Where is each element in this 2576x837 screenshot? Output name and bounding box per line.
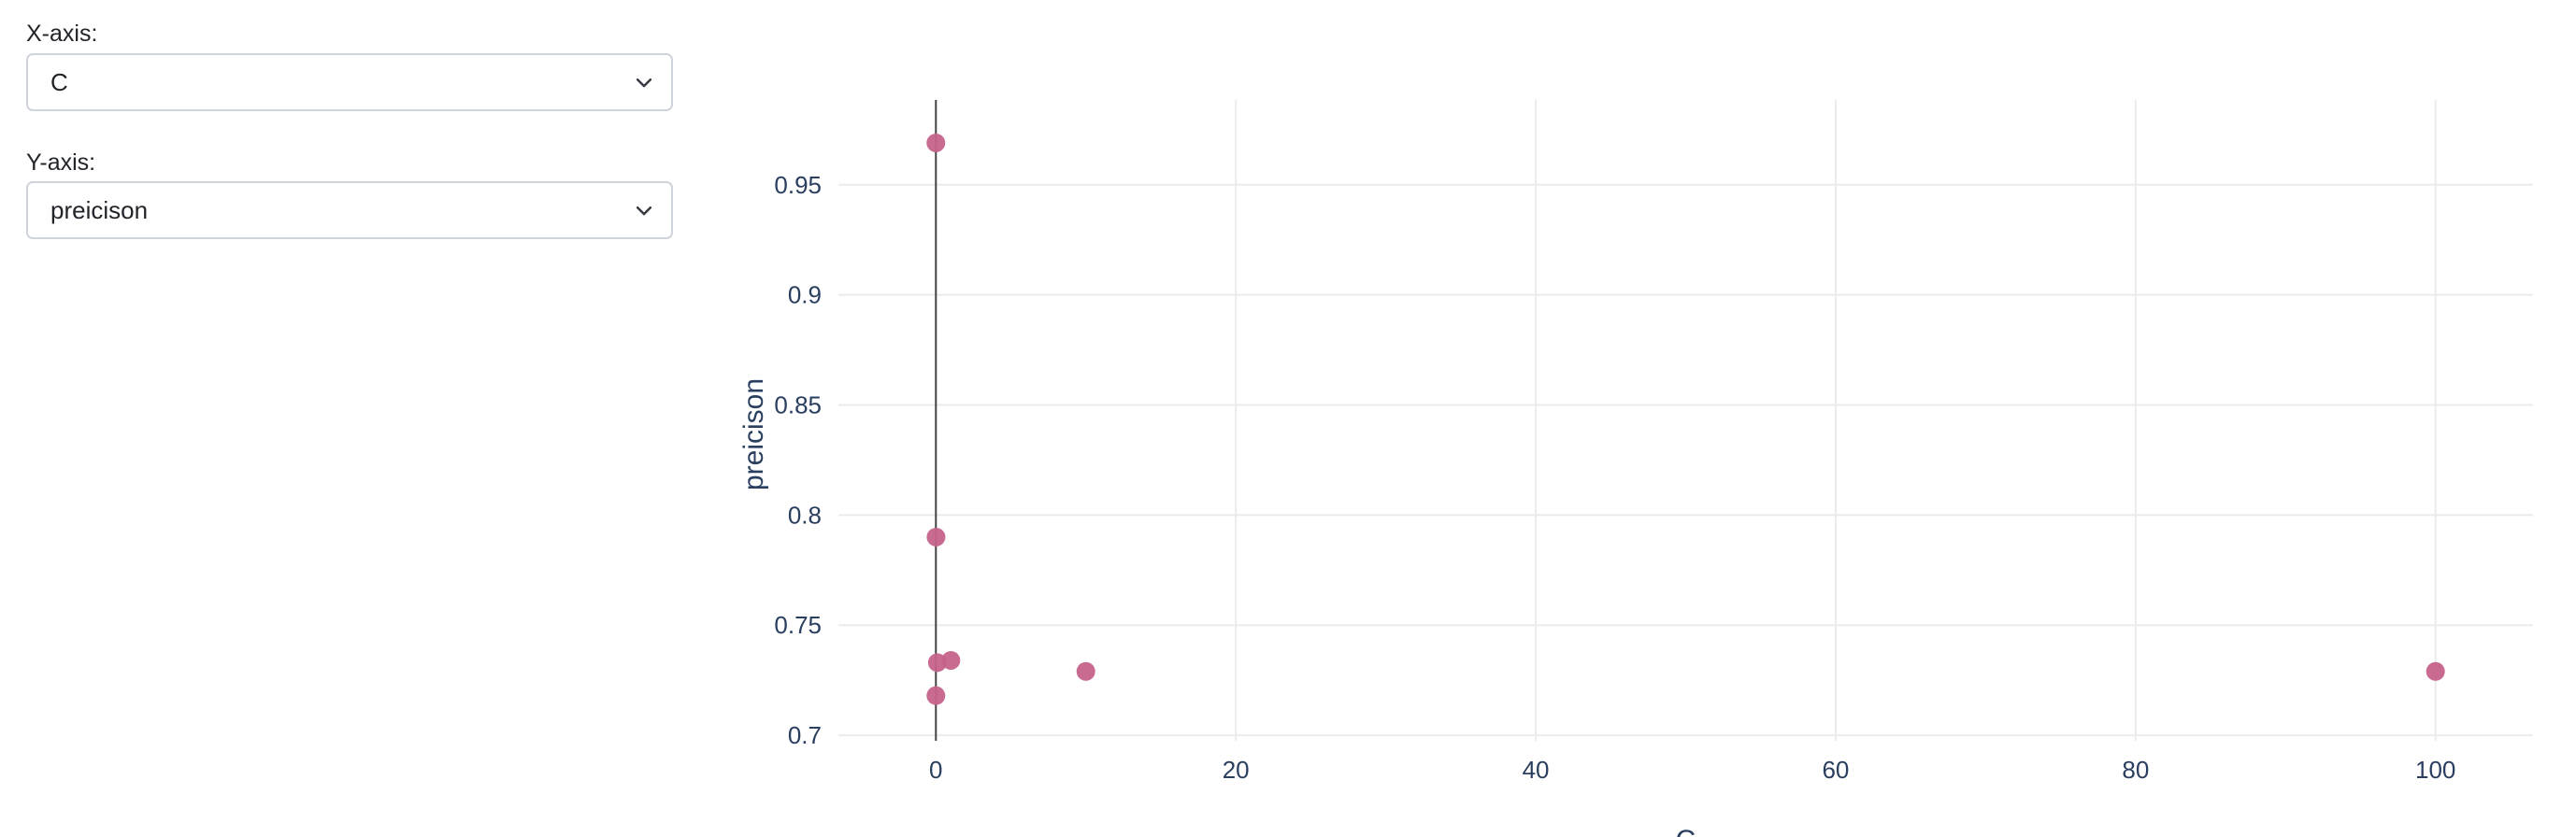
data-point <box>926 527 946 546</box>
chevron-down-icon <box>636 206 652 216</box>
data-point <box>1076 661 1095 681</box>
x-tick-label: 0 <box>929 756 942 784</box>
y-tick-label: 0.85 <box>774 390 822 418</box>
scatter-chart: 0 20 40 60 80 100 0.7 0.75 0.8 0.85 0.9 0.95 C pre… <box>738 100 2533 837</box>
data-point <box>2426 661 2445 681</box>
y-tick-label: 0.7 <box>788 721 822 749</box>
x-axis-label: X-axis: <box>26 21 98 47</box>
y-tick-label: 0.95 <box>774 171 822 199</box>
x-axis-selected-value: C <box>50 68 68 96</box>
y-tick-label: 0.8 <box>788 501 822 529</box>
y-axis-selected-value: preicison <box>50 196 149 224</box>
x-axis-select[interactable]: C <box>26 53 673 111</box>
grid-lines <box>838 100 2533 741</box>
y-axis-select[interactable]: preicison <box>26 181 673 239</box>
y-tick-label: 0.9 <box>788 281 822 309</box>
chevron-down-icon <box>636 78 652 88</box>
x-tick-labels: 0 20 40 60 80 100 <box>929 756 2455 784</box>
x-axis-title: C <box>1676 825 1696 837</box>
y-axis-label: Y-axis: <box>26 149 96 176</box>
x-tick-label: 40 <box>1523 756 1550 784</box>
x-tick-label: 20 <box>1223 756 1250 784</box>
y-tick-label: 0.75 <box>774 611 822 639</box>
x-tick-label: 100 <box>2415 756 2455 784</box>
x-tick-label: 60 <box>1822 756 1849 784</box>
data-point <box>941 650 961 670</box>
data-points <box>926 133 2445 705</box>
data-point <box>926 686 946 705</box>
data-point <box>926 133 946 152</box>
y-axis-title: preicison <box>738 378 769 490</box>
y-tick-labels: 0.7 0.75 0.8 0.85 0.9 0.95 <box>774 171 822 749</box>
x-tick-label: 80 <box>2122 756 2149 784</box>
